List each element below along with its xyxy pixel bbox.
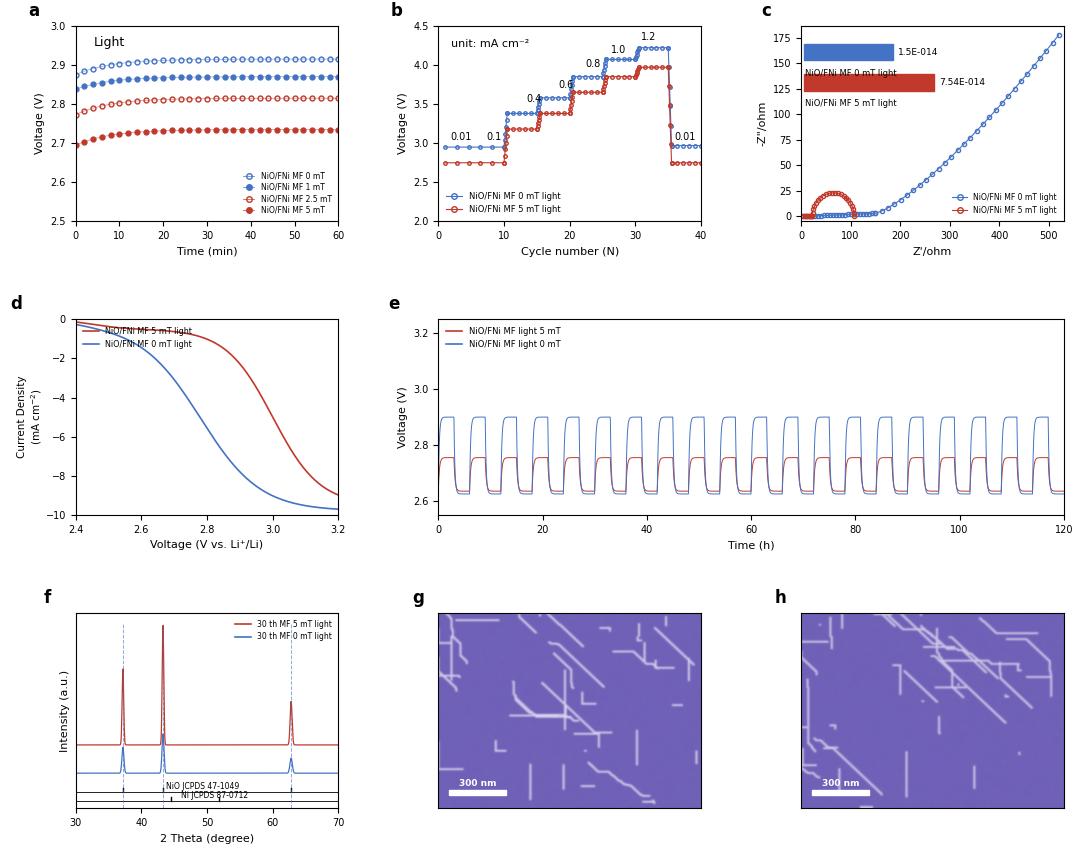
Text: 0.8: 0.8 (585, 58, 600, 69)
NiO/FNi MF 0 mT light (118, 333, 131, 343)
Y-axis label: Voltage (V): Voltage (V) (397, 93, 407, 155)
Text: h: h (774, 589, 786, 607)
X-axis label: Time (h): Time (h) (728, 540, 774, 550)
Legend: NiO/FNi MF 0 mT, NiO/FNi MF 1 mT, NiO/FNi MF 2.5 mT, NiO/FNi MF 5 mT: NiO/FNi MF 0 mT, NiO/FNi MF 1 mT, NiO/FN… (240, 169, 335, 218)
Text: NiO JCPDS 47-1049: NiO JCPDS 47-1049 (166, 782, 240, 791)
Y-axis label: Voltage (V): Voltage (V) (35, 93, 45, 155)
NiO/FNi MF 0 mT light (319, 503, 332, 513)
Legend: NiO/FNi MF light 5 mT, NiO/FNi MF light 0 mT: NiO/FNi MF light 5 mT, NiO/FNi MF light … (443, 323, 564, 353)
NiO/FNi MF 0 mT light (69, 319, 82, 329)
Text: b: b (391, 2, 403, 20)
NiO/FNi MF 5 mT light (310, 476, 323, 486)
Text: f: f (44, 589, 52, 607)
Bar (449, 790, 507, 795)
Text: 0.01: 0.01 (674, 132, 696, 143)
Y-axis label: -Z"/ohm: -Z"/ohm (757, 101, 767, 146)
Legend: NiO/FNi MF 0 mT light, NiO/FNi MF 5 mT light: NiO/FNi MF 0 mT light, NiO/FNi MF 5 mT l… (949, 190, 1059, 218)
Text: Light: Light (94, 35, 125, 48)
X-axis label: 2 Theta (degree): 2 Theta (degree) (160, 833, 254, 844)
X-axis label: Z'/ohm: Z'/ohm (913, 247, 951, 257)
X-axis label: Voltage (V vs. Li⁺/Li): Voltage (V vs. Li⁺/Li) (150, 540, 264, 550)
Text: c: c (761, 2, 771, 20)
X-axis label: Time (min): Time (min) (177, 247, 238, 257)
Text: 0.1: 0.1 (486, 132, 502, 143)
Line: NiO/FNi MF 0 mT light: NiO/FNi MF 0 mT light (76, 324, 338, 509)
X-axis label: Cycle number (N): Cycle number (N) (521, 247, 619, 257)
Text: a: a (28, 2, 39, 20)
NiO/FNi MF 5 mT light (319, 483, 332, 494)
Text: d: d (10, 296, 22, 314)
NiO/FNi MF 5 mT light (139, 324, 152, 335)
Legend: NiO/FNi MF 0 mT light, NiO/FNi MF 5 mT light: NiO/FNi MF 0 mT light, NiO/FNi MF 5 mT l… (443, 188, 564, 218)
Legend: NiO/FNi MF 5 mT light, NiO/FNi MF 0 mT light: NiO/FNi MF 5 mT light, NiO/FNi MF 0 mT l… (80, 323, 195, 352)
Text: Ni JCPDS 87-0712: Ni JCPDS 87-0712 (180, 790, 247, 800)
Y-axis label: Current Density
(mA cm$^{-2}$): Current Density (mA cm$^{-2}$) (17, 376, 44, 458)
NiO/FNi MF 0 mT light (139, 346, 152, 356)
Text: 300 nm: 300 nm (459, 779, 497, 788)
Y-axis label: Intensity (a.u.): Intensity (a.u.) (60, 670, 70, 752)
NiO/FNi MF 0 mT light (80, 322, 93, 332)
Text: 300 nm: 300 nm (822, 779, 860, 788)
Text: 0.01: 0.01 (450, 132, 472, 143)
NiO/FNi MF 5 mT light (332, 490, 345, 501)
NiO/FNi MF 5 mT light (118, 323, 131, 334)
Y-axis label: Voltage (V): Voltage (V) (397, 386, 407, 448)
Text: 0.4: 0.4 (526, 94, 541, 104)
NiO/FNi MF 0 mT light (85, 322, 98, 333)
Text: unit: mA cm⁻²: unit: mA cm⁻² (451, 40, 529, 50)
Text: g: g (411, 589, 423, 607)
Text: e: e (388, 296, 400, 314)
Bar (812, 790, 869, 795)
NiO/FNi MF 5 mT light (80, 318, 93, 329)
Line: NiO/FNi MF 5 mT light: NiO/FNi MF 5 mT light (76, 322, 338, 495)
Legend: 30 th MF 5 mT light, 30 th MF 0 mT light: 30 th MF 5 mT light, 30 th MF 0 mT light (232, 617, 335, 644)
Text: 0.6: 0.6 (558, 80, 575, 90)
NiO/FNi MF 5 mT light (69, 316, 82, 327)
NiO/FNi MF 0 mT light (310, 502, 323, 513)
Text: 1.2: 1.2 (640, 32, 657, 42)
NiO/FNi MF 5 mT light (85, 319, 98, 329)
Text: 1.0: 1.0 (611, 45, 626, 55)
NiO/FNi MF 0 mT light (332, 504, 345, 514)
